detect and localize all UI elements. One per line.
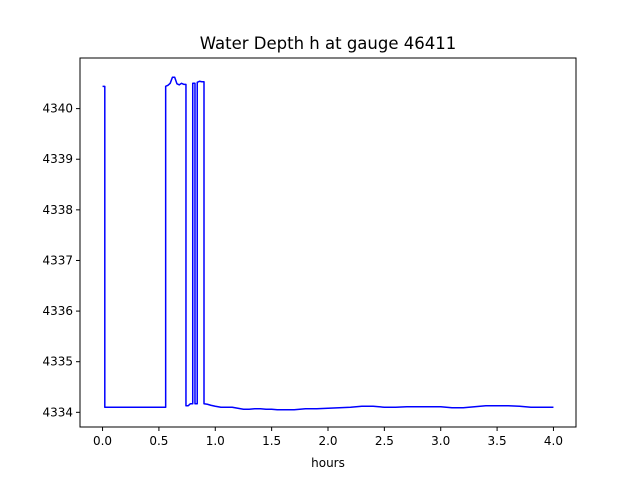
x-tick-label: 1.0 (206, 434, 225, 448)
plot-area (102, 76, 554, 411)
chart-title: Water Depth h at gauge 46411 (200, 34, 456, 53)
x-tick-label: 3.5 (488, 434, 507, 448)
y-tick-label: 4335 (42, 355, 73, 369)
x-tick-label: 1.5 (262, 434, 281, 448)
x-tick-label: 4.0 (544, 434, 563, 448)
x-axis-label: hours (311, 456, 345, 470)
series-line (102, 76, 554, 411)
axes-frame (79, 57, 577, 428)
x-tick-label: 2.5 (375, 434, 394, 448)
y-axis: 4334 4335 4336 4337 4338 4339 4340 (42, 102, 80, 419)
x-axis: 0.0 0.5 1.0 1.5 2.0 2.5 3.0 3.5 4.0 (93, 427, 563, 448)
x-tick-label: 2.0 (318, 434, 337, 448)
x-tick-label: 3.0 (431, 434, 450, 448)
y-tick-label: 4339 (42, 152, 73, 166)
y-tick-label: 4336 (42, 304, 73, 318)
y-tick-label: 4338 (42, 203, 73, 217)
x-tick-label: 0.5 (149, 434, 168, 448)
y-tick-label: 4334 (42, 405, 73, 419)
x-tick-label: 0.0 (93, 434, 112, 448)
y-tick-label: 4337 (42, 253, 73, 267)
y-tick-label: 4340 (42, 102, 73, 116)
